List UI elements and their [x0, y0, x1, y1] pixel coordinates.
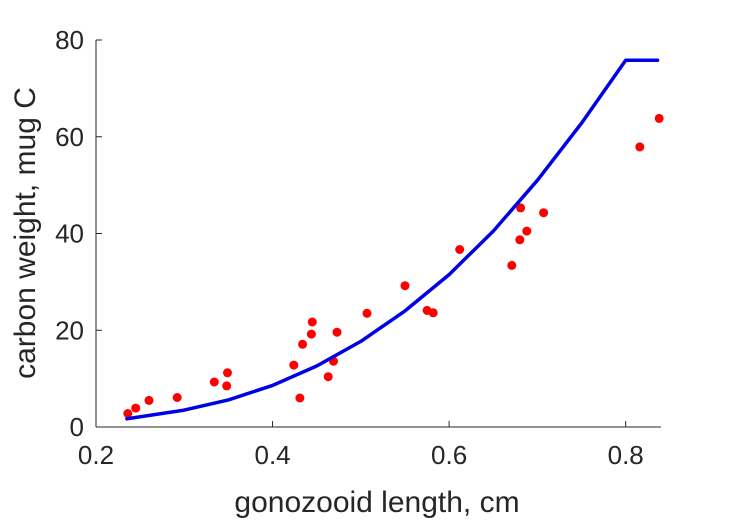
data-point: [362, 308, 372, 318]
data-point: [298, 339, 308, 349]
data-point: [515, 235, 525, 245]
data-point: [123, 409, 133, 418]
y-tick-label: 60: [55, 122, 84, 152]
data-point: [144, 395, 154, 405]
data-point: [539, 208, 549, 218]
fit-curve: [125, 58, 660, 421]
y-tick-label: 40: [55, 219, 84, 249]
data-point: [209, 377, 219, 387]
data-point: [507, 260, 517, 270]
x-tick-label: 0.8: [608, 440, 644, 470]
data-point: [522, 226, 532, 236]
data-point: [516, 203, 526, 213]
y-tick-label: 80: [55, 25, 84, 55]
x-axis-label: gonozooid length, cm: [234, 486, 519, 519]
y-tick-label: 20: [55, 315, 84, 345]
y-axis-label: carbon weight, mug C: [9, 87, 42, 379]
data-point: [307, 317, 317, 327]
data-point: [323, 372, 333, 382]
data-point: [289, 360, 299, 370]
data-point: [332, 327, 342, 337]
data-point: [654, 113, 664, 123]
data-point: [428, 308, 438, 318]
data-point: [172, 393, 182, 402]
x-tick-label: 0.6: [431, 440, 467, 470]
data-point: [400, 281, 410, 291]
data-point: [222, 381, 232, 391]
x-tick-label: 0.4: [254, 440, 290, 470]
data-point: [455, 245, 465, 254]
y-tick-label: 0: [70, 412, 84, 442]
data-point: [635, 142, 645, 152]
data-point: [306, 329, 316, 339]
data-point: [223, 368, 232, 378]
data-point: [131, 403, 141, 413]
data-point: [295, 393, 305, 403]
chart-marks: [123, 58, 664, 421]
axes: 0.2 0.4 0.6 0.8 0 20 40 60 80: [55, 25, 661, 470]
x-tick-label: 0.2: [78, 440, 114, 470]
